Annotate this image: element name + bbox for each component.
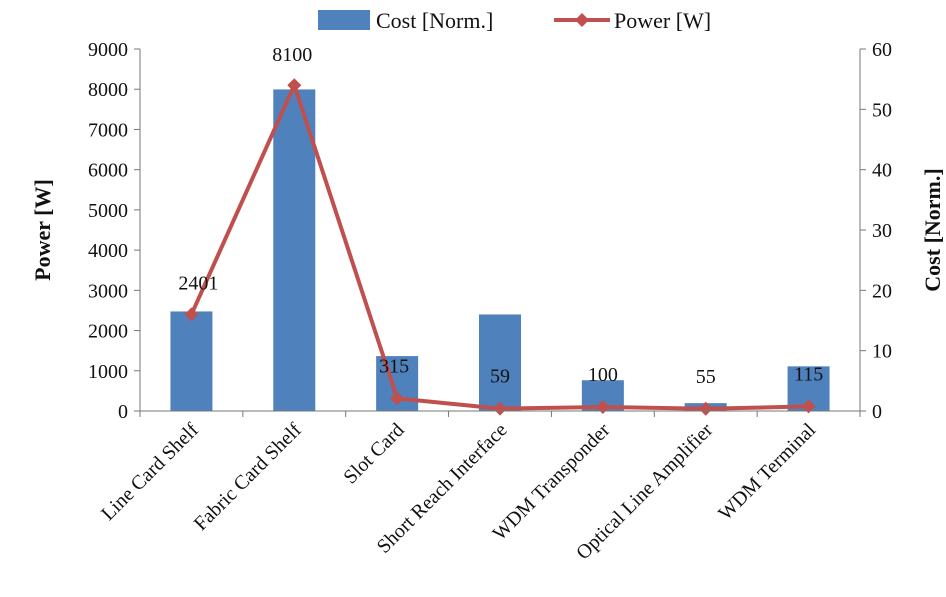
y-left-tick-label: 4000 xyxy=(88,240,128,262)
y-right-tick-label: 30 xyxy=(872,220,892,242)
y-left-tick-label: 2000 xyxy=(88,321,128,343)
bar xyxy=(170,311,213,411)
x-tick-label: Line Card Shelf xyxy=(97,419,203,525)
power-marker xyxy=(287,78,302,93)
y-left-tick-label: 7000 xyxy=(88,119,128,141)
bar xyxy=(479,314,521,411)
y-axis-right-title: Cost [Norm.] xyxy=(920,168,945,291)
legend-label-cost: Cost [Norm.] xyxy=(376,8,493,33)
power-data-label: 115 xyxy=(794,363,823,385)
y-left-tick-label: 8000 xyxy=(88,79,128,101)
x-tick-label: Slot Card xyxy=(339,419,408,488)
power-marker xyxy=(595,399,610,414)
y-right-tick-label: 20 xyxy=(872,280,892,302)
bar xyxy=(273,89,316,411)
power-data-label: 55 xyxy=(696,366,716,388)
power-marker xyxy=(698,401,713,416)
power-data-label: 100 xyxy=(588,364,618,386)
legend: Cost [Norm.] Power [W] xyxy=(318,8,711,33)
power-data-label: 8100 xyxy=(272,44,312,66)
plot-area: 2401 8100 315 59 100 55 115 xyxy=(170,44,830,416)
power-marker xyxy=(801,399,816,414)
power-marker xyxy=(184,307,199,322)
y-left-tick-label: 5000 xyxy=(88,200,128,222)
power-data-label: 315 xyxy=(379,355,409,377)
x-tick-label: WDM Terminal xyxy=(714,419,820,525)
power-data-label: 59 xyxy=(490,366,510,388)
x-tick-label: Fabric Card Shelf xyxy=(190,419,306,535)
power-marker xyxy=(493,401,507,416)
y-left-tick-label: 6000 xyxy=(88,160,128,182)
y-right-tick-label: 60 xyxy=(872,39,892,61)
legend-swatch-cost xyxy=(318,10,370,30)
y-left-tick-label: 9000 xyxy=(88,39,128,61)
y-right-tick-label: 0 xyxy=(872,401,882,423)
y-right-tick-label: 10 xyxy=(872,341,892,363)
y-left-tick-label: 3000 xyxy=(88,280,128,302)
legend-label-power: Power [W] xyxy=(614,8,711,33)
y-left-tick-label: 1000 xyxy=(88,361,128,383)
y-right-tick-label: 50 xyxy=(872,99,892,121)
y-axis-left-title: Power [W] xyxy=(30,179,55,281)
power-data-label: 2401 xyxy=(178,272,218,294)
y-left-tick-label: 0 xyxy=(118,401,128,423)
y-axis-right: 0 10 20 30 40 50 60 xyxy=(859,39,892,423)
legend-marker-power xyxy=(575,13,589,27)
y-right-tick-label: 40 xyxy=(872,160,892,182)
y-axis-left: 0 1000 2000 3000 4000 5000 6000 7000 8000 9000 xyxy=(88,39,141,423)
power-marker xyxy=(390,391,405,406)
